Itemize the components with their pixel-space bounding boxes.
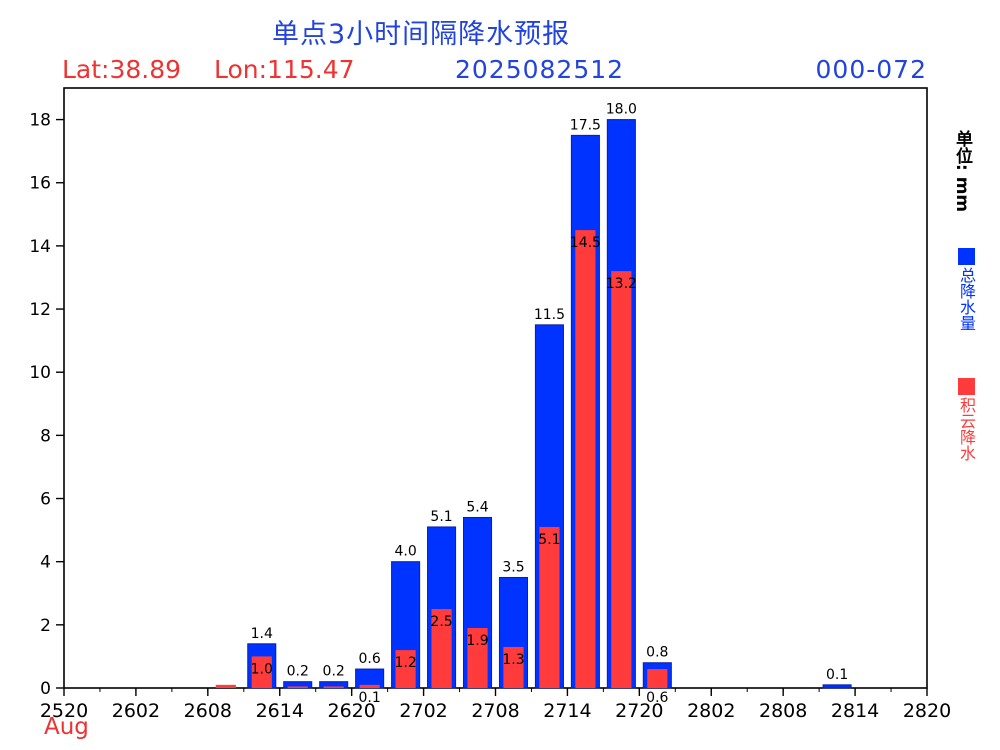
total-value-label: 0.8 — [646, 645, 668, 661]
y-tick-label: 6 — [40, 490, 51, 510]
month-label: Aug — [44, 714, 89, 740]
y-tick-label: 14 — [29, 237, 51, 257]
convective-value-label: 14.5 — [570, 235, 601, 251]
chart-title: 单点3小时间隔降水预报 — [272, 19, 571, 50]
x-tick-label: 2814 — [831, 700, 879, 722]
y-tick-label: 18 — [29, 111, 51, 131]
convective-precip-bar — [575, 230, 596, 688]
total-value-label: 0.1 — [826, 667, 848, 683]
y-tick-label: 12 — [29, 300, 51, 320]
convective-precip-bar — [359, 684, 380, 688]
total-value-label: 11.5 — [534, 307, 565, 323]
legend-total-label: 总降水量 — [957, 267, 976, 331]
bars-layer — [215, 119, 852, 689]
total-value-label: 5.4 — [466, 499, 488, 515]
total-value-label: 17.5 — [570, 117, 601, 133]
convective-value-label: 1.2 — [394, 655, 416, 671]
x-tick-label: 2720 — [615, 700, 663, 722]
convective-value-label: 1.9 — [466, 633, 488, 649]
forecast-range-text: 000-072 — [815, 55, 927, 84]
convective-value-label: 1.3 — [502, 652, 524, 668]
legend-total-precip: 总降水量 — [954, 248, 978, 331]
y-tick-label: 10 — [29, 363, 51, 383]
convective-value-label: 0.6 — [646, 690, 668, 706]
total-value-label: 4.0 — [394, 544, 416, 560]
y-tick-label: 0 — [40, 679, 51, 699]
convective-value-label: 13.2 — [606, 276, 637, 292]
convective-precip-bar — [503, 646, 524, 688]
total-value-label: 3.5 — [502, 559, 524, 575]
x-tick-label: 2608 — [184, 700, 232, 722]
y-tick-label: 16 — [29, 174, 51, 194]
y-tick-label: 8 — [40, 426, 51, 446]
legend-convective-precip: 积云降水 — [954, 378, 978, 461]
total-value-label: 0.6 — [359, 651, 381, 667]
unit-label: 单位: mm — [952, 130, 972, 213]
total-value-label: 0.2 — [323, 664, 345, 680]
legend-conv-label: 积云降水 — [957, 397, 976, 461]
convective-precip-bar — [467, 628, 488, 688]
total-value-label: 1.4 — [251, 626, 273, 642]
x-tick-label: 2602 — [112, 700, 160, 722]
convective-value-label: 1.0 — [251, 661, 273, 677]
total-precip-bar — [822, 684, 852, 689]
convective-precip-bar — [611, 271, 632, 688]
x-tick-label: 2708 — [471, 700, 519, 722]
x-tick-label: 2620 — [327, 700, 375, 722]
convective-precip-bar — [395, 650, 416, 688]
legend-conv-swatch — [957, 378, 975, 395]
x-tick-label: 2802 — [687, 700, 735, 722]
convective-precip-bar — [539, 526, 560, 688]
longitude-text: Lon:115.47 — [214, 55, 355, 84]
x-tick-label: 2808 — [759, 700, 807, 722]
plot-frame — [63, 87, 928, 689]
x-tick-label: 2714 — [543, 700, 591, 722]
convective-value-label: 0.1 — [359, 690, 381, 706]
convective-precip-bar — [323, 686, 344, 688]
convective-precip-bar — [251, 656, 272, 688]
x-tick-label: 2820 — [903, 700, 951, 722]
convective-precip-bar — [431, 609, 452, 688]
init-date-text: 2025082512 — [455, 55, 625, 84]
convective-precip-bar — [647, 669, 668, 688]
y-tick-label: 4 — [40, 553, 51, 573]
x-tick-label: 2520 — [40, 700, 88, 722]
axes-layer: 0 2 4 6 8 10 12 14 16 18 2520 2602 2608 2614 2620 2702 2… — [29, 87, 951, 722]
x-tick-label: 2702 — [399, 700, 447, 722]
total-value-label: 18.0 — [606, 102, 637, 118]
convective-value-label: 5.1 — [538, 532, 560, 548]
y-tick-label: 2 — [40, 616, 51, 636]
convective-precip-bar — [215, 684, 236, 688]
convective-value-label: 2.5 — [430, 614, 452, 630]
latitude-text: Lat:38.89 — [62, 55, 182, 84]
x-tick-label: 2614 — [256, 700, 304, 722]
labels-layer: 1.4 1.0 0.2 0.2 0.6 0.1 4.0 1.2 5.1 2.5 5.4 1.9 3.5 1… — [251, 102, 849, 706]
total-value-label: 5.1 — [430, 509, 452, 525]
legend-total-swatch — [957, 248, 975, 265]
convective-precip-bar — [287, 686, 308, 688]
total-value-label: 0.2 — [287, 664, 309, 680]
